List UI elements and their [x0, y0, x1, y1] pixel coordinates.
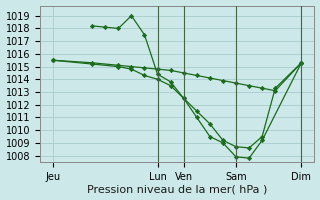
- X-axis label: Pression niveau de la mer( hPa ): Pression niveau de la mer( hPa ): [87, 184, 268, 194]
